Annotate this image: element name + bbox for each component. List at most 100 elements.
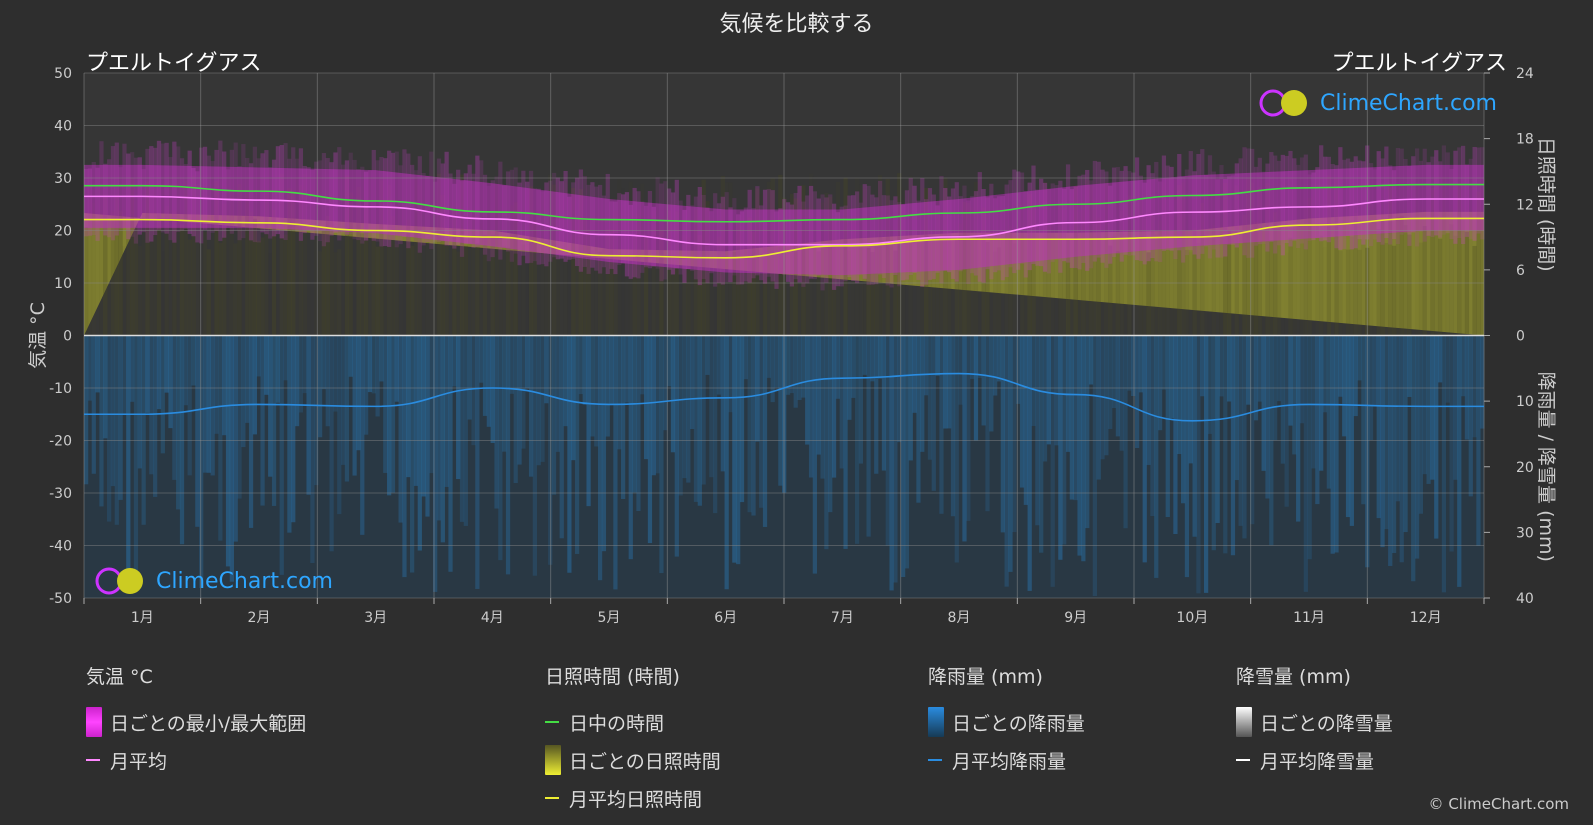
daily-temperature-bar bbox=[1180, 176, 1186, 263]
daily-rain-bar bbox=[248, 335, 254, 528]
daily-temperature-bar bbox=[264, 150, 269, 235]
daily-rain-bar bbox=[1142, 335, 1147, 563]
daily-rain-bar bbox=[314, 335, 319, 486]
daily-temperature-bar bbox=[835, 212, 841, 287]
daily-rain-bar bbox=[1223, 335, 1228, 554]
daily-rain-bar bbox=[636, 335, 641, 512]
daily-temperature-bar bbox=[605, 173, 610, 275]
daily-sunshine-bar bbox=[191, 175, 196, 336]
daily-rain-bar bbox=[1035, 335, 1040, 526]
daily-rain-bar bbox=[1204, 335, 1209, 593]
copyright: © ClimeChart.com bbox=[1428, 795, 1569, 813]
daily-rain-bar bbox=[881, 335, 887, 471]
daily-temperature-bar bbox=[1368, 163, 1374, 247]
daily-rain-bar bbox=[597, 335, 603, 581]
daily-rain-bar bbox=[1062, 335, 1067, 545]
daily-sunshine-bar bbox=[686, 236, 691, 336]
daily-temperature-bar bbox=[1073, 186, 1078, 269]
daily-rain-bar bbox=[958, 335, 963, 405]
series-line-日中の時間 bbox=[84, 183, 1484, 223]
daily-temperature-bar bbox=[1115, 166, 1121, 255]
daily-temperature-bar bbox=[659, 183, 664, 282]
daily-temperature-bar bbox=[479, 160, 484, 247]
daily-rain-bar bbox=[164, 335, 169, 393]
daily-sunshine-bar bbox=[555, 250, 561, 336]
daily-temperature-bar bbox=[950, 188, 956, 279]
daily-temperature-bar bbox=[1204, 174, 1209, 247]
daily-rain-bar bbox=[851, 335, 856, 398]
daily-temperature-bar bbox=[275, 146, 281, 235]
daily-temperature-bar bbox=[1250, 148, 1255, 258]
range-swatch-icon bbox=[86, 707, 102, 737]
daily-temperature-bar bbox=[440, 163, 445, 242]
daily-sunshine-bar bbox=[1154, 234, 1159, 336]
daily-rain-bar bbox=[206, 335, 211, 473]
daily-sunshine-bar bbox=[176, 214, 181, 336]
logo-bottom[interactable]: ClimeChart.com bbox=[94, 566, 333, 596]
daily-rain-bar bbox=[644, 335, 649, 460]
daily-temperature-bar bbox=[854, 191, 860, 284]
daily-temperature-bar bbox=[1215, 179, 1220, 258]
daily-temperature-bar bbox=[456, 169, 461, 245]
daily-temperature-bar bbox=[1058, 180, 1063, 273]
daily-rain-bar bbox=[747, 335, 752, 513]
logo-top[interactable]: ClimeChart.com bbox=[1258, 88, 1497, 118]
daily-rain-bar bbox=[762, 335, 768, 527]
daily-sunshine-bar bbox=[256, 241, 261, 336]
daily-rain-bar bbox=[1023, 335, 1028, 505]
daily-rain-bar bbox=[367, 335, 373, 393]
daily-sunshine-bar bbox=[751, 231, 756, 336]
daily-sunshine-bar bbox=[1180, 182, 1186, 336]
daily-sunshine-bar bbox=[954, 239, 959, 336]
daily-temperature-bar bbox=[1457, 147, 1462, 239]
daily-sunshine-bar bbox=[601, 248, 607, 336]
daily-sunshine-bar bbox=[551, 184, 557, 336]
daily-temperature-bar bbox=[578, 169, 584, 272]
daily-sunshine-bar bbox=[594, 224, 599, 336]
daily-rain-bar bbox=[1414, 335, 1420, 559]
daily-rain-bar bbox=[1353, 335, 1358, 417]
daily-sunshine-bar bbox=[1357, 249, 1362, 336]
daily-temperature-bar bbox=[271, 159, 277, 237]
daily-sunshine-bar bbox=[1426, 235, 1431, 336]
daily-sunshine-bar bbox=[985, 241, 990, 336]
daily-temperature-bar bbox=[1365, 145, 1370, 240]
daily-sunshine-bar bbox=[1430, 187, 1435, 336]
daily-rain-bar bbox=[1134, 335, 1140, 449]
daily-temperature-bar bbox=[1000, 196, 1005, 281]
daily-temperature-bar bbox=[394, 151, 399, 248]
daily-sunshine-bar bbox=[816, 251, 821, 336]
daily-temperature-bar bbox=[1315, 167, 1320, 239]
daily-rain-bar bbox=[1127, 335, 1132, 391]
daily-sunshine-bar bbox=[578, 189, 584, 336]
daily-sunshine-bar bbox=[118, 211, 123, 336]
daily-temperature-bar bbox=[843, 205, 848, 282]
daily-rain-bar bbox=[889, 335, 894, 591]
daily-sunshine-bar bbox=[276, 226, 280, 336]
daily-sunshine-bar bbox=[586, 229, 591, 336]
daily-sunshine-bar bbox=[1058, 201, 1063, 336]
y-tick-label: 20 bbox=[54, 224, 72, 240]
daily-temperature-bar bbox=[1100, 169, 1105, 263]
daily-temperature-bar bbox=[107, 159, 112, 238]
daily-temperature-bar bbox=[459, 181, 465, 257]
line-swatch-icon bbox=[86, 759, 100, 761]
daily-sunshine-bar bbox=[1391, 245, 1397, 336]
daily-rain-bar bbox=[828, 335, 833, 513]
daily-rain-bar bbox=[1437, 335, 1443, 383]
daily-sunshine-bar bbox=[264, 191, 269, 336]
daily-sunshine-bar bbox=[674, 211, 679, 336]
y-tick-label: 12 bbox=[1516, 197, 1534, 213]
daily-sunshine-bar bbox=[1319, 235, 1324, 336]
daily-rain-bar bbox=[1008, 335, 1013, 572]
daily-rain-bar bbox=[1407, 335, 1412, 397]
daily-temperature-bar bbox=[344, 160, 350, 235]
daily-temperature-bar bbox=[1127, 171, 1132, 256]
daily-temperature-bar bbox=[789, 204, 794, 287]
daily-temperature-bar bbox=[682, 209, 687, 283]
daily-temperature-bar bbox=[168, 157, 173, 241]
daily-rain-bar bbox=[1169, 335, 1174, 419]
legend-label: 月平均降雨量 bbox=[952, 750, 1067, 773]
daily-sunshine-bar bbox=[202, 231, 208, 336]
daily-sunshine-bar bbox=[1418, 242, 1424, 336]
